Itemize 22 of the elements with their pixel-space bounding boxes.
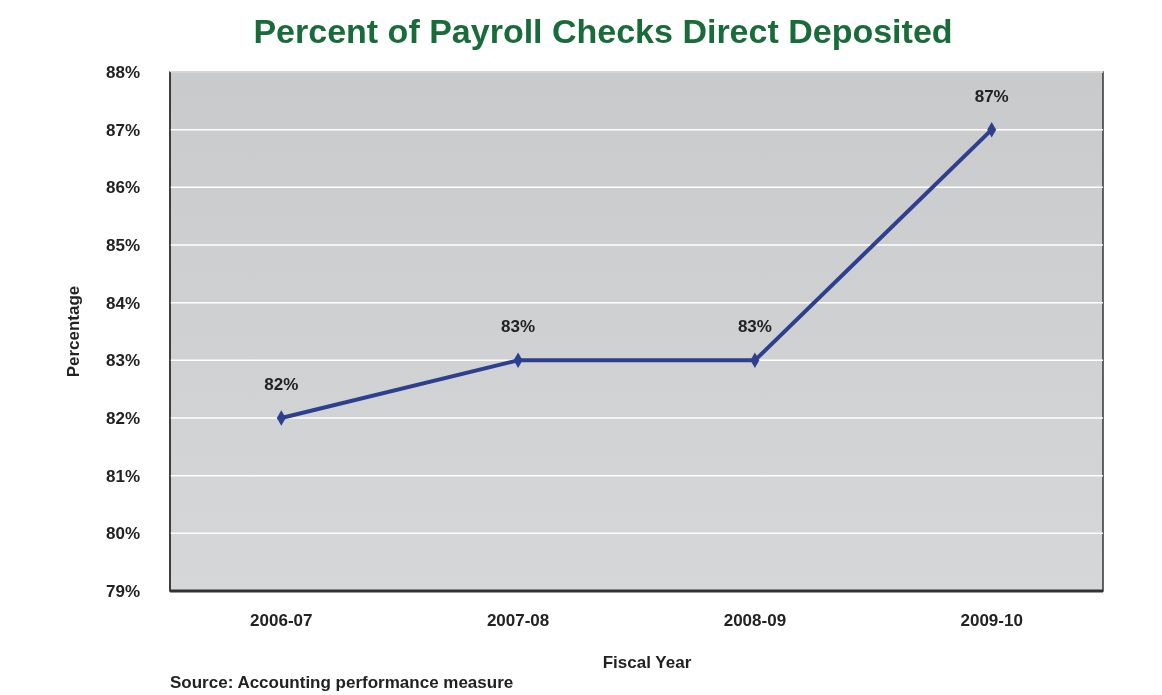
y-tick-label: 85% (105, 235, 140, 255)
y-tick-label: 81% (105, 466, 140, 486)
chart-title: Percent of Payroll Checks Direct Deposited (253, 12, 953, 50)
y-tick-label: 80% (105, 524, 140, 544)
y-tick-label: 82% (105, 408, 140, 428)
y-axis-title: Percentage (64, 285, 83, 378)
y-tick-label: 79% (105, 581, 140, 601)
x-tick-label: 2006-07 (250, 611, 313, 630)
x-axis-title: Fiscal Year (602, 653, 692, 672)
x-tick-label: 2009-10 (960, 611, 1023, 630)
y-tick-label: 83% (105, 351, 140, 371)
data-label: 82% (264, 375, 299, 394)
x-tick-label: 2007-08 (486, 611, 550, 630)
data-label: 87% (974, 86, 1009, 106)
y-tick-label: 87% (105, 120, 140, 140)
y-tick-label: 86% (105, 178, 140, 198)
data-label: 83% (737, 317, 772, 337)
source-note: Source: Accounting performance measure (170, 673, 514, 692)
y-tick-label: 88% (105, 62, 140, 82)
x-tick-label: 2008-09 (723, 611, 787, 630)
y-tick-label: 84% (105, 293, 140, 313)
data-label: 83% (501, 317, 536, 337)
